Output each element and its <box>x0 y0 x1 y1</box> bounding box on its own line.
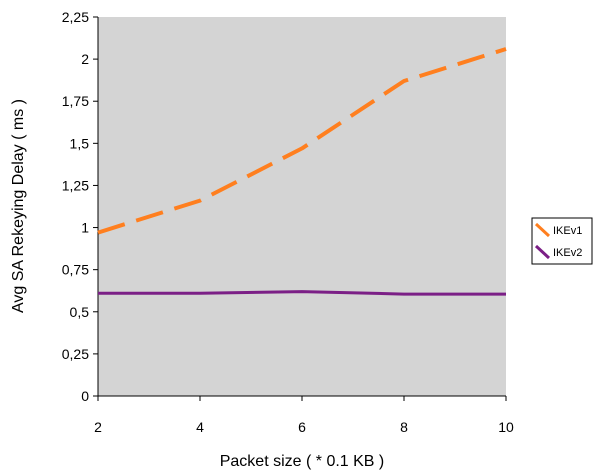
y-tick-label: 2,25 <box>62 9 89 25</box>
legend-label-ikev1: IKEv1 <box>553 225 582 237</box>
plot-area <box>98 17 506 396</box>
y-tick-label: 1,25 <box>62 177 89 193</box>
y-tick-label: 1,5 <box>70 135 90 151</box>
y-tick-label: 0,75 <box>62 262 89 278</box>
x-axis: 2 4 6 8 10 <box>94 395 514 435</box>
y-axis-title: Avg SA Rekeying Delay ( ms ) <box>10 99 27 313</box>
y-tick-label: 0,5 <box>70 304 90 320</box>
x-tick-label: 6 <box>298 419 306 435</box>
y-tick-label: 1,75 <box>62 93 89 109</box>
x-axis-title: Packet size ( * 0.1 KB ) <box>220 453 385 470</box>
y-tick-label: 1 <box>81 220 89 236</box>
y-tick-label: 0 <box>81 388 89 404</box>
x-tick-label: 8 <box>400 419 408 435</box>
series-layer <box>97 47 507 296</box>
x-tick-label: 2 <box>94 419 102 435</box>
legend-swatch-ikev1 <box>534 222 551 238</box>
legend-box <box>531 217 593 265</box>
x-tick-label: 4 <box>196 419 204 435</box>
legend-swatch-ikev2 <box>534 244 551 260</box>
y-tick-label: 2 <box>81 51 89 67</box>
x-tick-label: 10 <box>498 419 514 435</box>
y-tick-label: 0,25 <box>62 346 89 362</box>
legend: IKEv1 IKEv2 <box>531 217 593 265</box>
y-axis: 0 0,25 0,5 0,75 1 1,25 1,5 1,75 2 2,25 <box>62 9 99 404</box>
series-line-ikev1 <box>97 47 507 235</box>
legend-label-ikev2: IKEv2 <box>553 247 582 259</box>
series-line-ikev2 <box>98 290 506 296</box>
